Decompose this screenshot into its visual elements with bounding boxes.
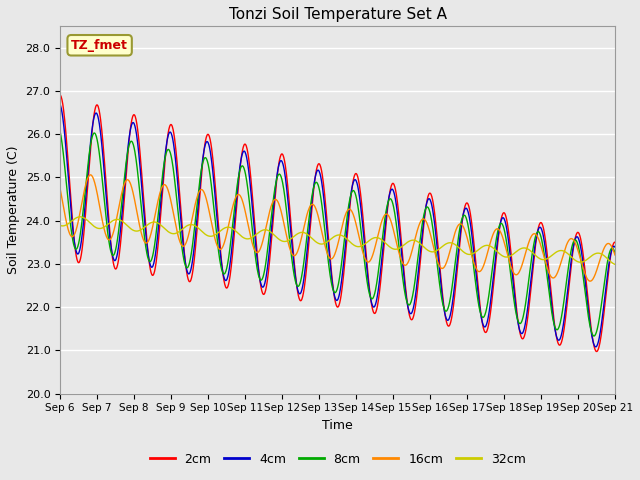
8cm (545, 290, 553, 296)
16cm (242, 212, 250, 217)
16cm (56, 186, 64, 192)
32cm (497, 252, 504, 257)
8cm (180, 255, 188, 261)
16cm (545, 271, 553, 277)
2cm (611, 240, 619, 245)
32cm (611, 262, 619, 267)
32cm (545, 254, 553, 260)
32cm (56, 223, 64, 228)
2cm (496, 222, 504, 228)
8cm (611, 251, 619, 256)
32cm (180, 225, 188, 231)
8cm (166, 149, 174, 155)
Text: TZ_fmet: TZ_fmet (71, 39, 128, 52)
2cm (593, 348, 600, 354)
4cm (180, 245, 188, 251)
16cm (166, 196, 174, 202)
4cm (496, 221, 504, 227)
16cm (424, 223, 432, 229)
8cm (424, 204, 431, 210)
8cm (56, 129, 64, 134)
2cm (56, 92, 64, 98)
2cm (424, 195, 431, 201)
4cm (611, 244, 619, 250)
X-axis label: Time: Time (322, 419, 353, 432)
2cm (166, 123, 174, 129)
Line: 2cm: 2cm (60, 95, 615, 351)
Line: 8cm: 8cm (60, 132, 615, 336)
Line: 32cm: 32cm (60, 217, 615, 264)
2cm (242, 142, 250, 147)
4cm (56, 102, 64, 108)
4cm (424, 197, 431, 203)
Title: Tonzi Soil Temperature Set A: Tonzi Soil Temperature Set A (228, 7, 447, 22)
8cm (242, 171, 250, 177)
32cm (242, 236, 250, 241)
2cm (180, 240, 188, 246)
4cm (166, 129, 174, 135)
4cm (592, 344, 600, 350)
32cm (76, 214, 84, 220)
4cm (242, 150, 250, 156)
Line: 16cm: 16cm (60, 175, 615, 281)
16cm (497, 229, 504, 235)
4cm (545, 278, 553, 284)
16cm (586, 278, 594, 284)
32cm (424, 248, 432, 253)
16cm (87, 172, 95, 178)
Y-axis label: Soil Temperature (C): Soil Temperature (C) (7, 145, 20, 274)
Legend: 2cm, 4cm, 8cm, 16cm, 32cm: 2cm, 4cm, 8cm, 16cm, 32cm (145, 448, 531, 471)
2cm (545, 269, 553, 275)
16cm (611, 252, 619, 258)
Line: 4cm: 4cm (60, 105, 615, 347)
16cm (180, 243, 188, 249)
32cm (166, 230, 174, 236)
8cm (496, 221, 504, 227)
8cm (590, 333, 598, 339)
